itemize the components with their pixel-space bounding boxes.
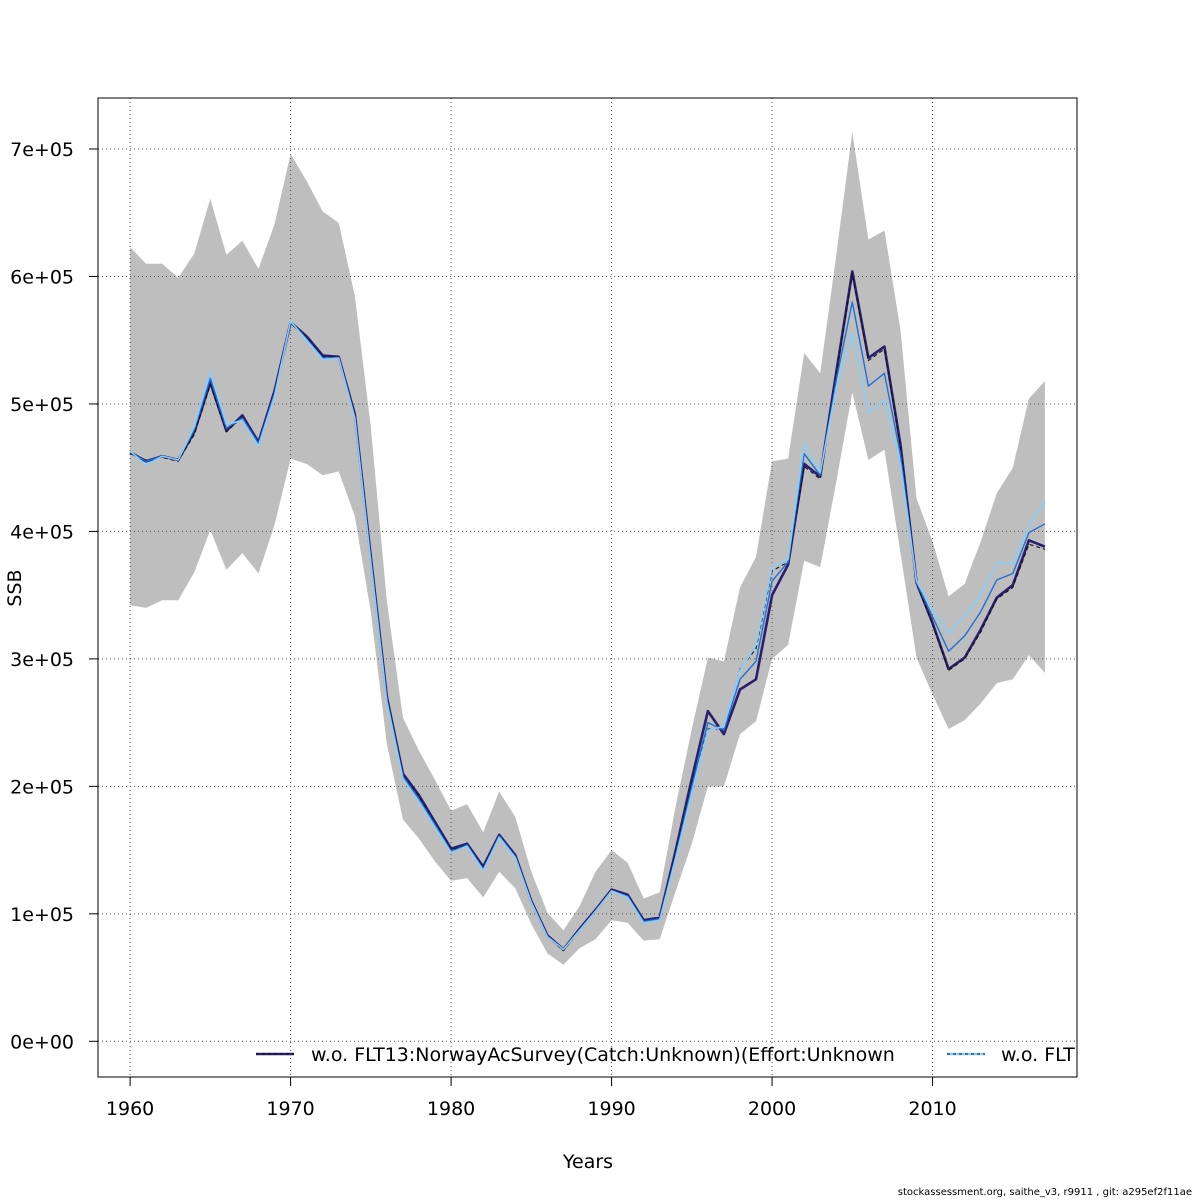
x-axis: 1960 1970 1980 1990 2000 2010 [106, 1077, 957, 1120]
confidence-band [130, 132, 1045, 965]
footer-credit: stockassessment.org, saithe_v3, r9911 , … [897, 1187, 1192, 1198]
y-axis: 0e+00 1e+05 2e+05 3e+05 4e+05 5e+05 6e+05 7e+05 [10, 139, 98, 1053]
x-tick-label: 1990 [587, 1098, 635, 1120]
y-tick-label: 0e+00 [10, 1031, 74, 1053]
legend: w.o. FLT13:NorwayAcSurvey(Catch:Unknown)… [256, 1044, 1075, 1066]
y-axis-title: SSB [4, 569, 26, 606]
legend-label-series-1: w.o. FLT13:NorwayAcSurvey(Catch:Unknown)… [311, 1044, 895, 1066]
plot-frame [97, 97, 1078, 1078]
y-tick-label: 1e+05 [10, 904, 74, 926]
series-line-flt [129, 320, 1046, 951]
x-tick-label: 2010 [908, 1098, 956, 1120]
x-tick-label: 1970 [266, 1098, 314, 1120]
x-tick-label: 2000 [748, 1098, 796, 1120]
x-tick-label: 1980 [427, 1098, 475, 1120]
confidence-band-area [130, 132, 1045, 965]
y-tick-label: 3e+05 [10, 649, 74, 671]
y-tick-label: 7e+05 [10, 139, 74, 161]
y-tick-label: 5e+05 [10, 394, 74, 416]
y-tick-label: 4e+05 [10, 521, 74, 543]
x-axis-title: Years [562, 1151, 613, 1173]
y-tick-label: 2e+05 [10, 776, 74, 798]
legend-label-series-2: w.o. FLT [1001, 1044, 1075, 1066]
x-tick-label: 1960 [106, 1098, 154, 1120]
y-tick-label: 6e+05 [10, 266, 74, 288]
series-lines [129, 270, 1046, 952]
